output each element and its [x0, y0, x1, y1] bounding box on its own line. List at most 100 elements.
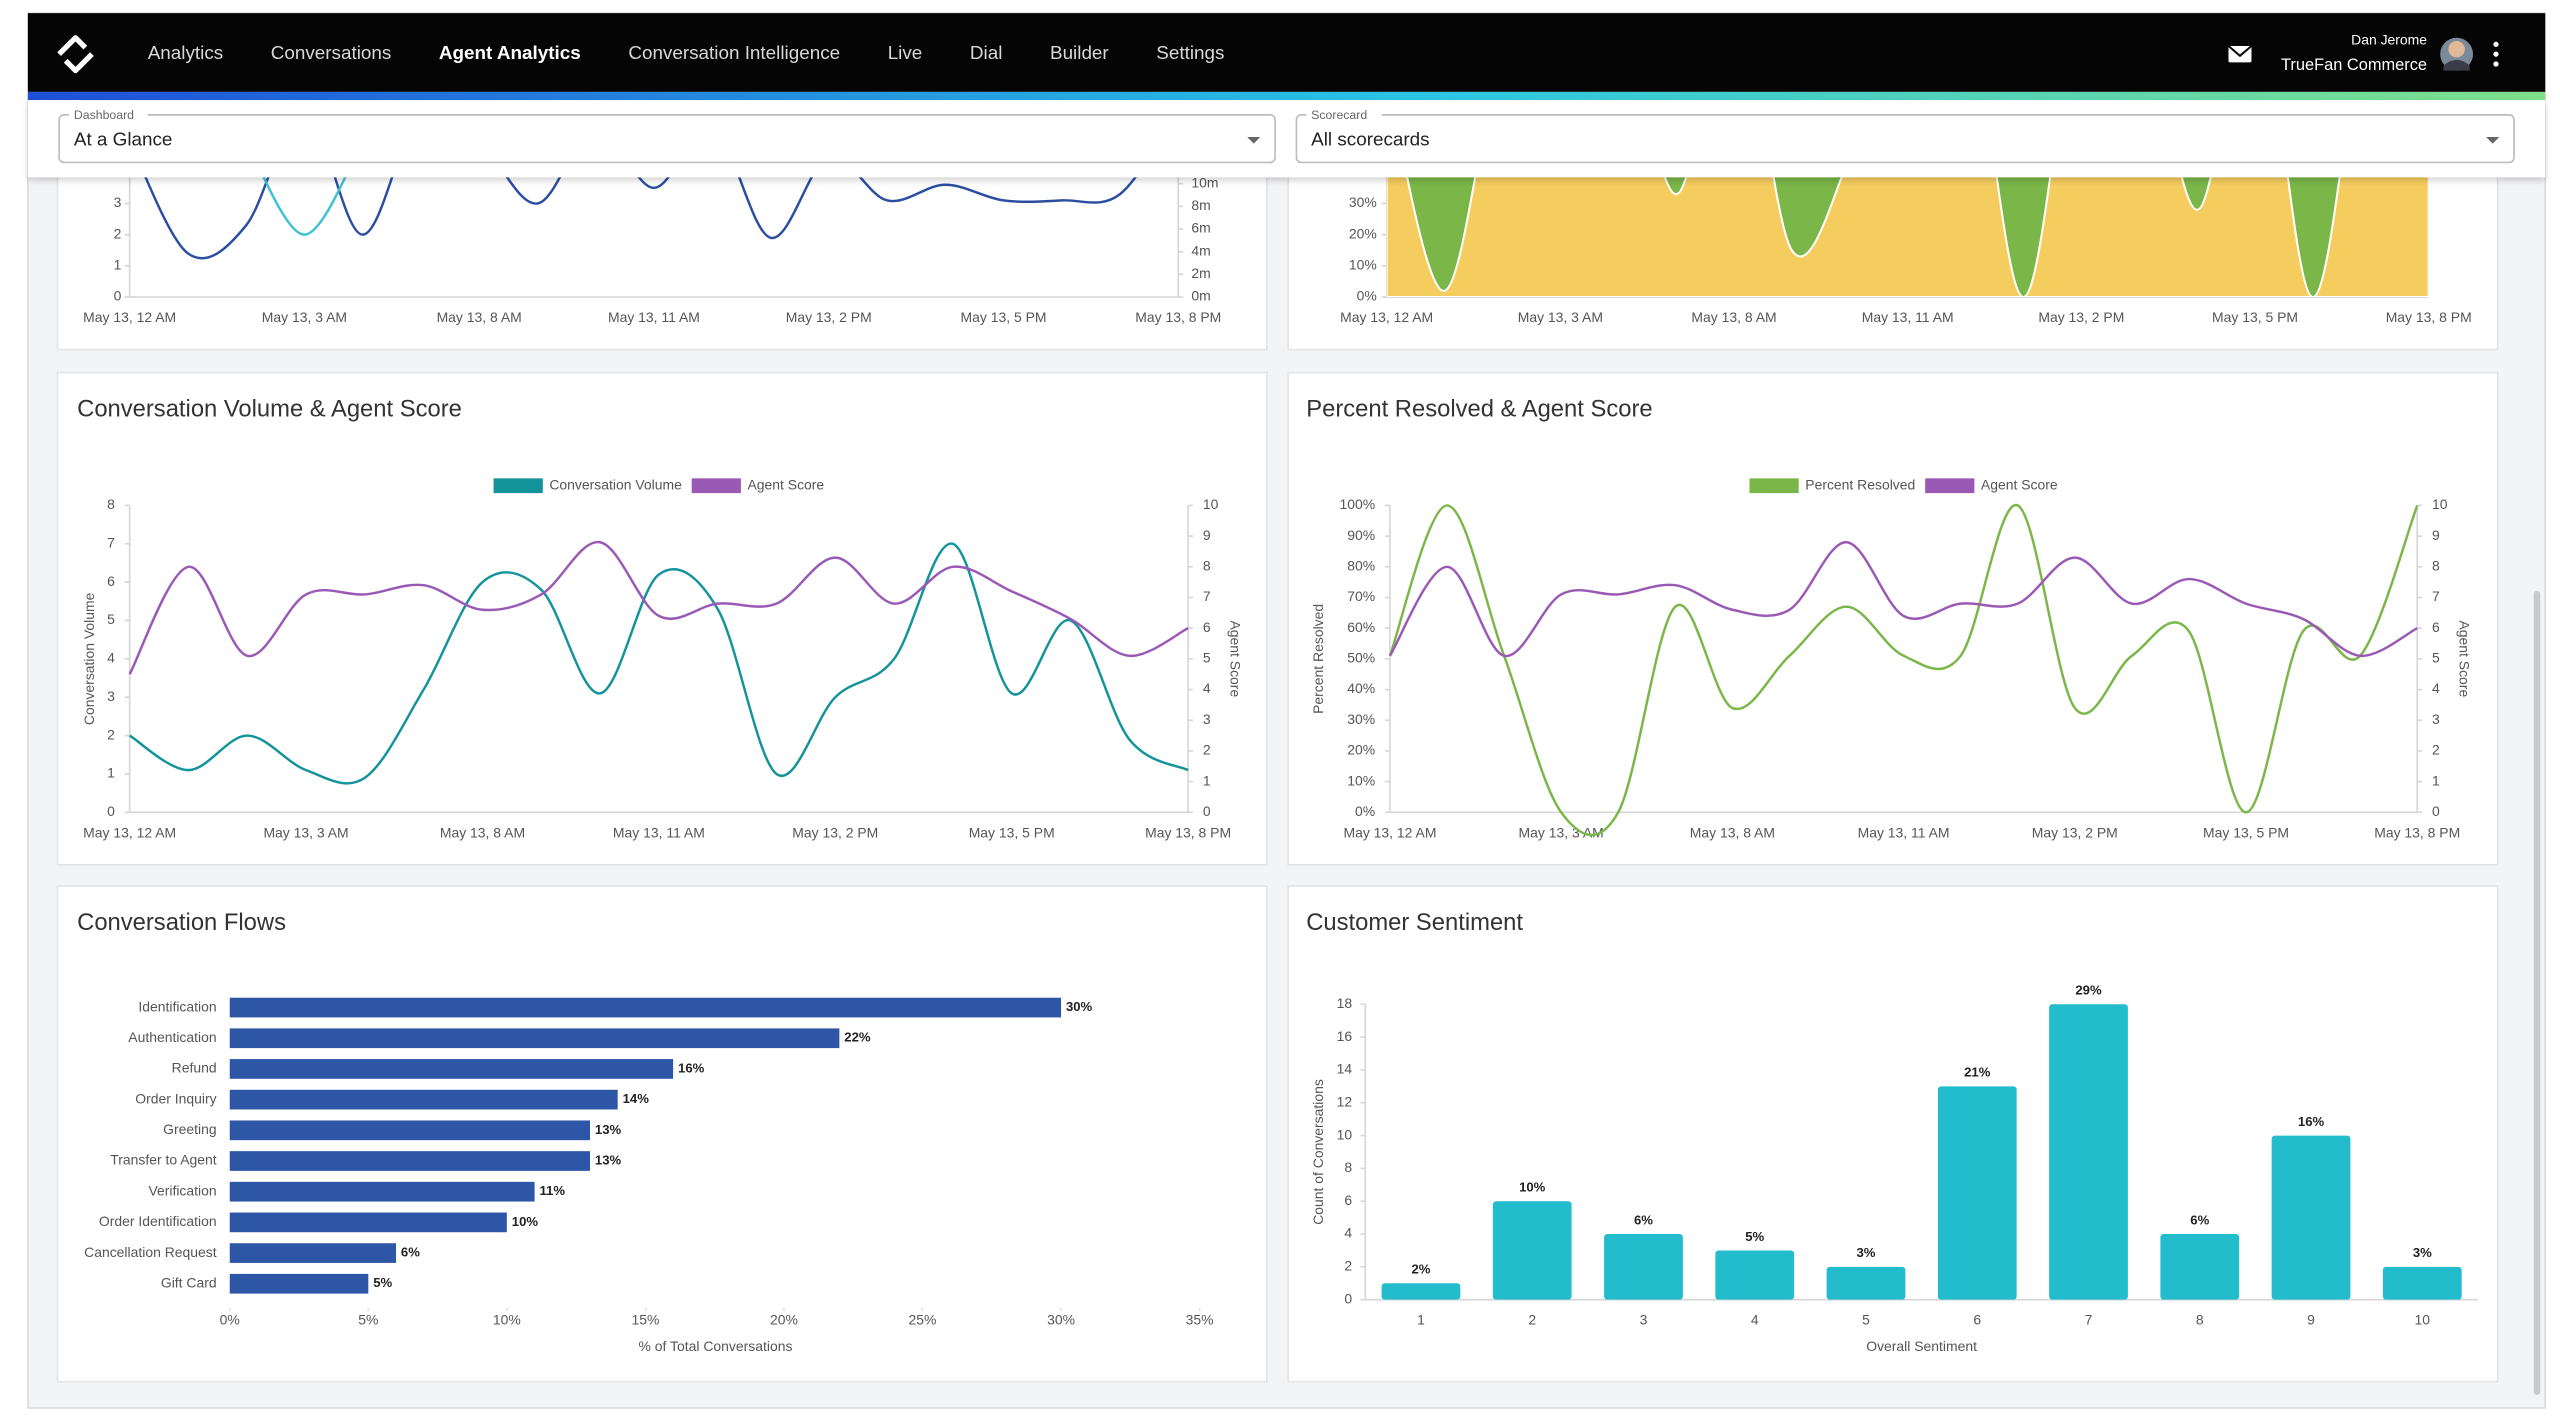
x-tick-label: 15% — [631, 1312, 659, 1328]
chart: Percent Resolved & Agent Score0%10%20%30… — [1306, 396, 2472, 841]
y-tick-label: 10% — [1349, 257, 1377, 273]
dot — [2493, 41, 2499, 47]
bar-label: 10% — [1519, 1180, 1546, 1195]
x-tick-label: 6 — [1973, 1312, 1981, 1328]
dot — [2493, 51, 2499, 57]
chart-title: Customer Sentiment — [1306, 909, 1523, 936]
y-tick-label: 0 — [114, 288, 122, 304]
y-tick-label: 20% — [1349, 225, 1377, 241]
nav-item[interactable]: Builder — [1050, 42, 1109, 63]
y-tick-label: 0 — [107, 803, 115, 819]
value-label: 13% — [595, 1152, 622, 1167]
x-tick-label: 35% — [1186, 1312, 1214, 1328]
series-line — [1388, 504, 2419, 837]
y-tick-label: 100% — [1340, 496, 1376, 512]
x-tick-label: May 13, 11 AM — [1862, 309, 1954, 325]
card — [56, 371, 1268, 866]
x-tick-label: May 13, 8 PM — [1145, 824, 1231, 840]
y-tick-label: 0% — [1355, 803, 1375, 819]
y2-tick-label: 4m — [1191, 242, 1210, 258]
x-tick-label: May 13, 2 PM — [786, 309, 872, 325]
select-value: At a Glance — [74, 128, 173, 149]
x-tick-label: May 13, 11 AM — [608, 309, 700, 325]
x-tick-label: May 13, 5 PM — [2212, 309, 2298, 325]
scorecard-select[interactable]: Scorecard All scorecards — [1295, 108, 2515, 164]
y2-tick-label: 6m — [1191, 220, 1210, 236]
y2-tick-label: 9 — [1203, 527, 1211, 543]
y2-tick-label: 1 — [2432, 772, 2440, 788]
card — [1287, 371, 2499, 866]
y2-tick-label: 9 — [2432, 527, 2440, 543]
bar — [229, 1120, 590, 1141]
plot — [1386, 177, 2429, 298]
legend-label: Agent Score — [747, 476, 824, 492]
caret — [2486, 137, 2500, 144]
x-tick-label: May 13, 5 PM — [2203, 824, 2289, 840]
y2-tick-label: 8 — [1203, 557, 1211, 573]
select-box — [1295, 114, 2515, 164]
nav-item[interactable]: Live — [888, 42, 923, 63]
value-label: 22% — [844, 1030, 871, 1045]
x-tick-label: 7 — [2085, 1312, 2093, 1328]
y2-tick-label: 5 — [1203, 650, 1211, 666]
select-value: All scorecards — [1311, 128, 1429, 149]
mail-flap — [2227, 45, 2253, 58]
menu-icon[interactable] — [2493, 41, 2499, 67]
y2-axis-title: Agent Score — [2456, 621, 2472, 698]
y2-tick-label: 10 — [2432, 496, 2448, 512]
y-axis-title: Percent Resolved — [1310, 604, 1326, 714]
nav-item[interactable]: Conversation Intelligence — [628, 42, 840, 63]
x-tick-label: May 13, 12 AM — [1343, 824, 1436, 840]
nav-item[interactable]: Analytics — [148, 42, 223, 63]
series-line — [144, 177, 1137, 260]
y2-tick-label: 6 — [2432, 619, 2440, 635]
x-tick-label: May 13, 11 AM — [1858, 824, 1950, 840]
x-tick-label: May 13, 3 AM — [262, 309, 347, 325]
y-tick-label: 80% — [1347, 557, 1375, 573]
y2-tick-label: 2 — [2432, 742, 2440, 758]
y-tick-label: 3 — [107, 688, 115, 704]
series-line — [262, 177, 347, 236]
value-label: 11% — [539, 1183, 565, 1198]
nav-item[interactable]: Dial — [970, 42, 1003, 63]
mail-icon[interactable] — [2227, 45, 2253, 63]
bar-label: 3% — [1857, 1245, 1876, 1260]
nav-item[interactable]: Settings — [1156, 42, 1224, 63]
bar — [229, 1028, 840, 1049]
x-tick-label: May 13, 11 AM — [613, 824, 705, 840]
y-tick-label: 70% — [1347, 588, 1375, 604]
y-tick-label: 16 — [1337, 1028, 1353, 1044]
bar-label: 3% — [2413, 1245, 2432, 1260]
y-tick-label: 8 — [107, 496, 115, 512]
value-label: 6% — [401, 1245, 420, 1260]
category-label: Identification — [138, 998, 216, 1014]
value-label: 16% — [678, 1060, 705, 1075]
y2-tick-label: 5 — [2432, 650, 2440, 666]
y-tick-label: 1 — [114, 257, 122, 273]
value-label: 30% — [1066, 999, 1093, 1014]
value-label: 13% — [595, 1122, 622, 1137]
x-tick-label: May 13, 8 AM — [437, 309, 522, 325]
user-company: TrueFan Commerce — [2281, 56, 2427, 74]
scrollbar[interactable] — [2533, 590, 2541, 1395]
x-tick-label: May 13, 2 PM — [792, 824, 878, 840]
logo[interactable] — [57, 35, 94, 74]
avatar[interactable] — [2440, 37, 2474, 71]
bar — [229, 1151, 590, 1171]
bar — [1826, 1266, 1906, 1300]
y-tick-label: 0 — [1344, 1290, 1352, 1306]
dashboard-select[interactable]: Dashboard At a Glance — [58, 108, 1276, 164]
legend-label: Conversation Volume — [549, 476, 682, 492]
value-label: 5% — [373, 1275, 392, 1290]
category-label: Authentication — [128, 1029, 216, 1045]
y-tick-label: 2 — [107, 726, 115, 742]
legend-swatch — [493, 478, 543, 494]
nav-item[interactable]: Agent Analytics — [439, 42, 581, 63]
card — [1287, 885, 2499, 1383]
nav-item[interactable]: Conversations — [271, 42, 392, 63]
x-tick-label: May 13, 12 AM — [83, 824, 176, 840]
y-axis-title: Count of Conversations — [1310, 1079, 1326, 1225]
accent-bar — [27, 91, 2546, 101]
